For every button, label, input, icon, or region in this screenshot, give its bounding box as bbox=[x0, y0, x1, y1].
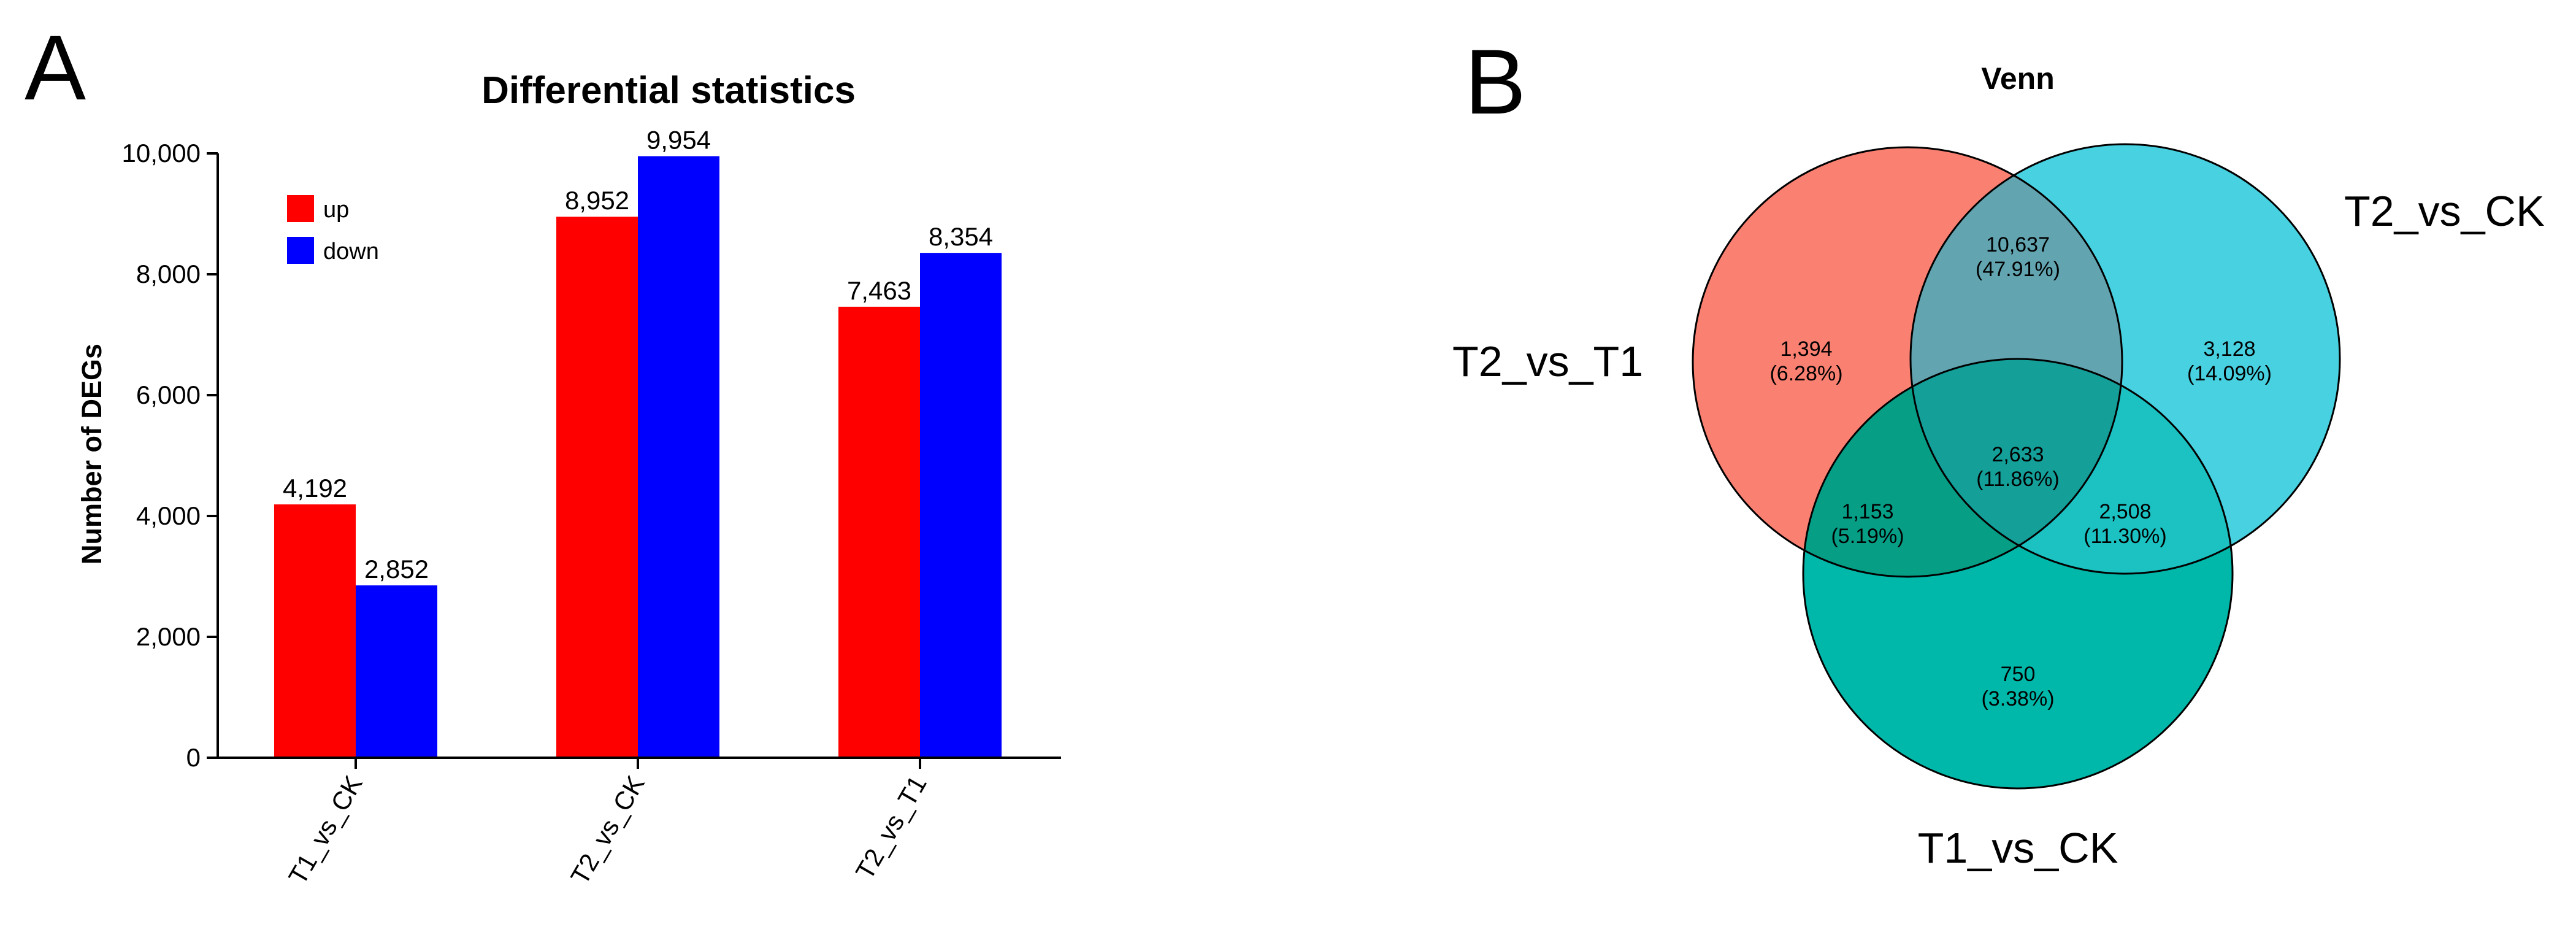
bar-up-t2-vs-t1 bbox=[838, 306, 920, 758]
legend-label-up: up bbox=[323, 197, 349, 223]
venn-outline-t2-vs-ck bbox=[1909, 143, 2341, 575]
y-tick-label: 0 bbox=[186, 743, 201, 772]
y-axis-ticks: 0 2,000 4,000 6,000 8,000 10,000 bbox=[122, 139, 218, 772]
bar-legend: up down bbox=[287, 195, 379, 264]
y-tick-label: 2,000 bbox=[136, 622, 201, 651]
venn-diagram: Venn T2_vs_T1 T2_vs_CK T1_vs_CK bbox=[1452, 61, 2545, 872]
venn-region-percent: (14.09%) bbox=[2187, 362, 2272, 385]
legend-swatch-up bbox=[287, 195, 314, 222]
venn-outline-t2-vs-t1 bbox=[1692, 146, 2123, 578]
venn-overlap-a-b-c bbox=[1911, 359, 2122, 574]
y-tick-label: 10,000 bbox=[122, 139, 201, 168]
y-tick-label: 8,000 bbox=[136, 260, 201, 288]
venn-set-label-t2-vs-ck: T2_vs_CK bbox=[2344, 187, 2545, 235]
bar-data-label: 8,354 bbox=[929, 222, 993, 251]
venn-region-percent: (11.86%) bbox=[1976, 468, 2059, 491]
x-tick-label: T2_vs_T1 bbox=[850, 771, 932, 884]
panel-b-letter: B bbox=[1465, 30, 1526, 133]
y-axis-label: Number of DEGs bbox=[76, 344, 107, 564]
venn-region-percent: (47.91%) bbox=[1976, 258, 2060, 281]
x-tick-label: T2_vs_CK bbox=[565, 771, 650, 889]
venn-region-count: 2,633 bbox=[1991, 443, 2044, 466]
bar-up-t1-vs-ck bbox=[274, 504, 356, 758]
x-tick-label: T1_vs_CK bbox=[283, 771, 368, 889]
venn-region-count: 1,153 bbox=[1841, 500, 1893, 523]
y-tick-label: 4,000 bbox=[136, 501, 201, 530]
venn-region-percent: (11.30%) bbox=[2083, 525, 2166, 548]
y-tick-label: 6,000 bbox=[136, 380, 201, 409]
bar-data-label: 2,852 bbox=[364, 555, 429, 583]
panel-a-letter: A bbox=[25, 16, 86, 119]
venn-region-count: 10,637 bbox=[1986, 233, 2050, 256]
venn-region-count: 750 bbox=[2001, 663, 2036, 686]
venn-region-percent: (3.38%) bbox=[1981, 687, 2054, 711]
bar-data-label: 9,954 bbox=[646, 126, 711, 155]
venn-region-count: 3,128 bbox=[2203, 337, 2255, 361]
bar-down-t2-vs-t1 bbox=[920, 253, 1002, 758]
venn-region-percent: (5.19%) bbox=[1831, 525, 1904, 548]
venn-set-label-t1-vs-ck: T1_vs_CK bbox=[1918, 824, 2118, 872]
bar-chart: Differential statistics Number of DEGs 0… bbox=[76, 69, 1061, 889]
bar-data-label: 8,952 bbox=[565, 186, 629, 215]
bar-down-t2-vs-ck bbox=[638, 156, 719, 758]
bar-group bbox=[274, 156, 1002, 758]
legend-label-down: down bbox=[323, 239, 379, 264]
bar-chart-title: Differential statistics bbox=[481, 69, 856, 112]
legend-swatch-down bbox=[287, 237, 314, 264]
bar-down-t1-vs-ck bbox=[356, 585, 437, 758]
bar-data-labels: 4,192 2,852 8,952 9,954 7,463 8,354 bbox=[283, 126, 993, 584]
bar-up-t2-vs-ck bbox=[556, 217, 638, 758]
x-axis-ticks: T1_vs_CK T2_vs_CK T2_vs_T1 bbox=[283, 758, 932, 889]
venn-region-count: 1,394 bbox=[1780, 337, 1832, 361]
venn-outline-t1-vs-ck bbox=[1802, 358, 2234, 790]
venn-region-count: 2,508 bbox=[2099, 500, 2151, 523]
bar-data-label: 7,463 bbox=[847, 276, 911, 305]
venn-title: Venn bbox=[1981, 61, 2054, 96]
venn-region-percent: (6.28%) bbox=[1769, 362, 1842, 385]
venn-set-label-t2-vs-t1: T2_vs_T1 bbox=[1452, 337, 1643, 385]
bar-data-label: 4,192 bbox=[283, 474, 347, 503]
